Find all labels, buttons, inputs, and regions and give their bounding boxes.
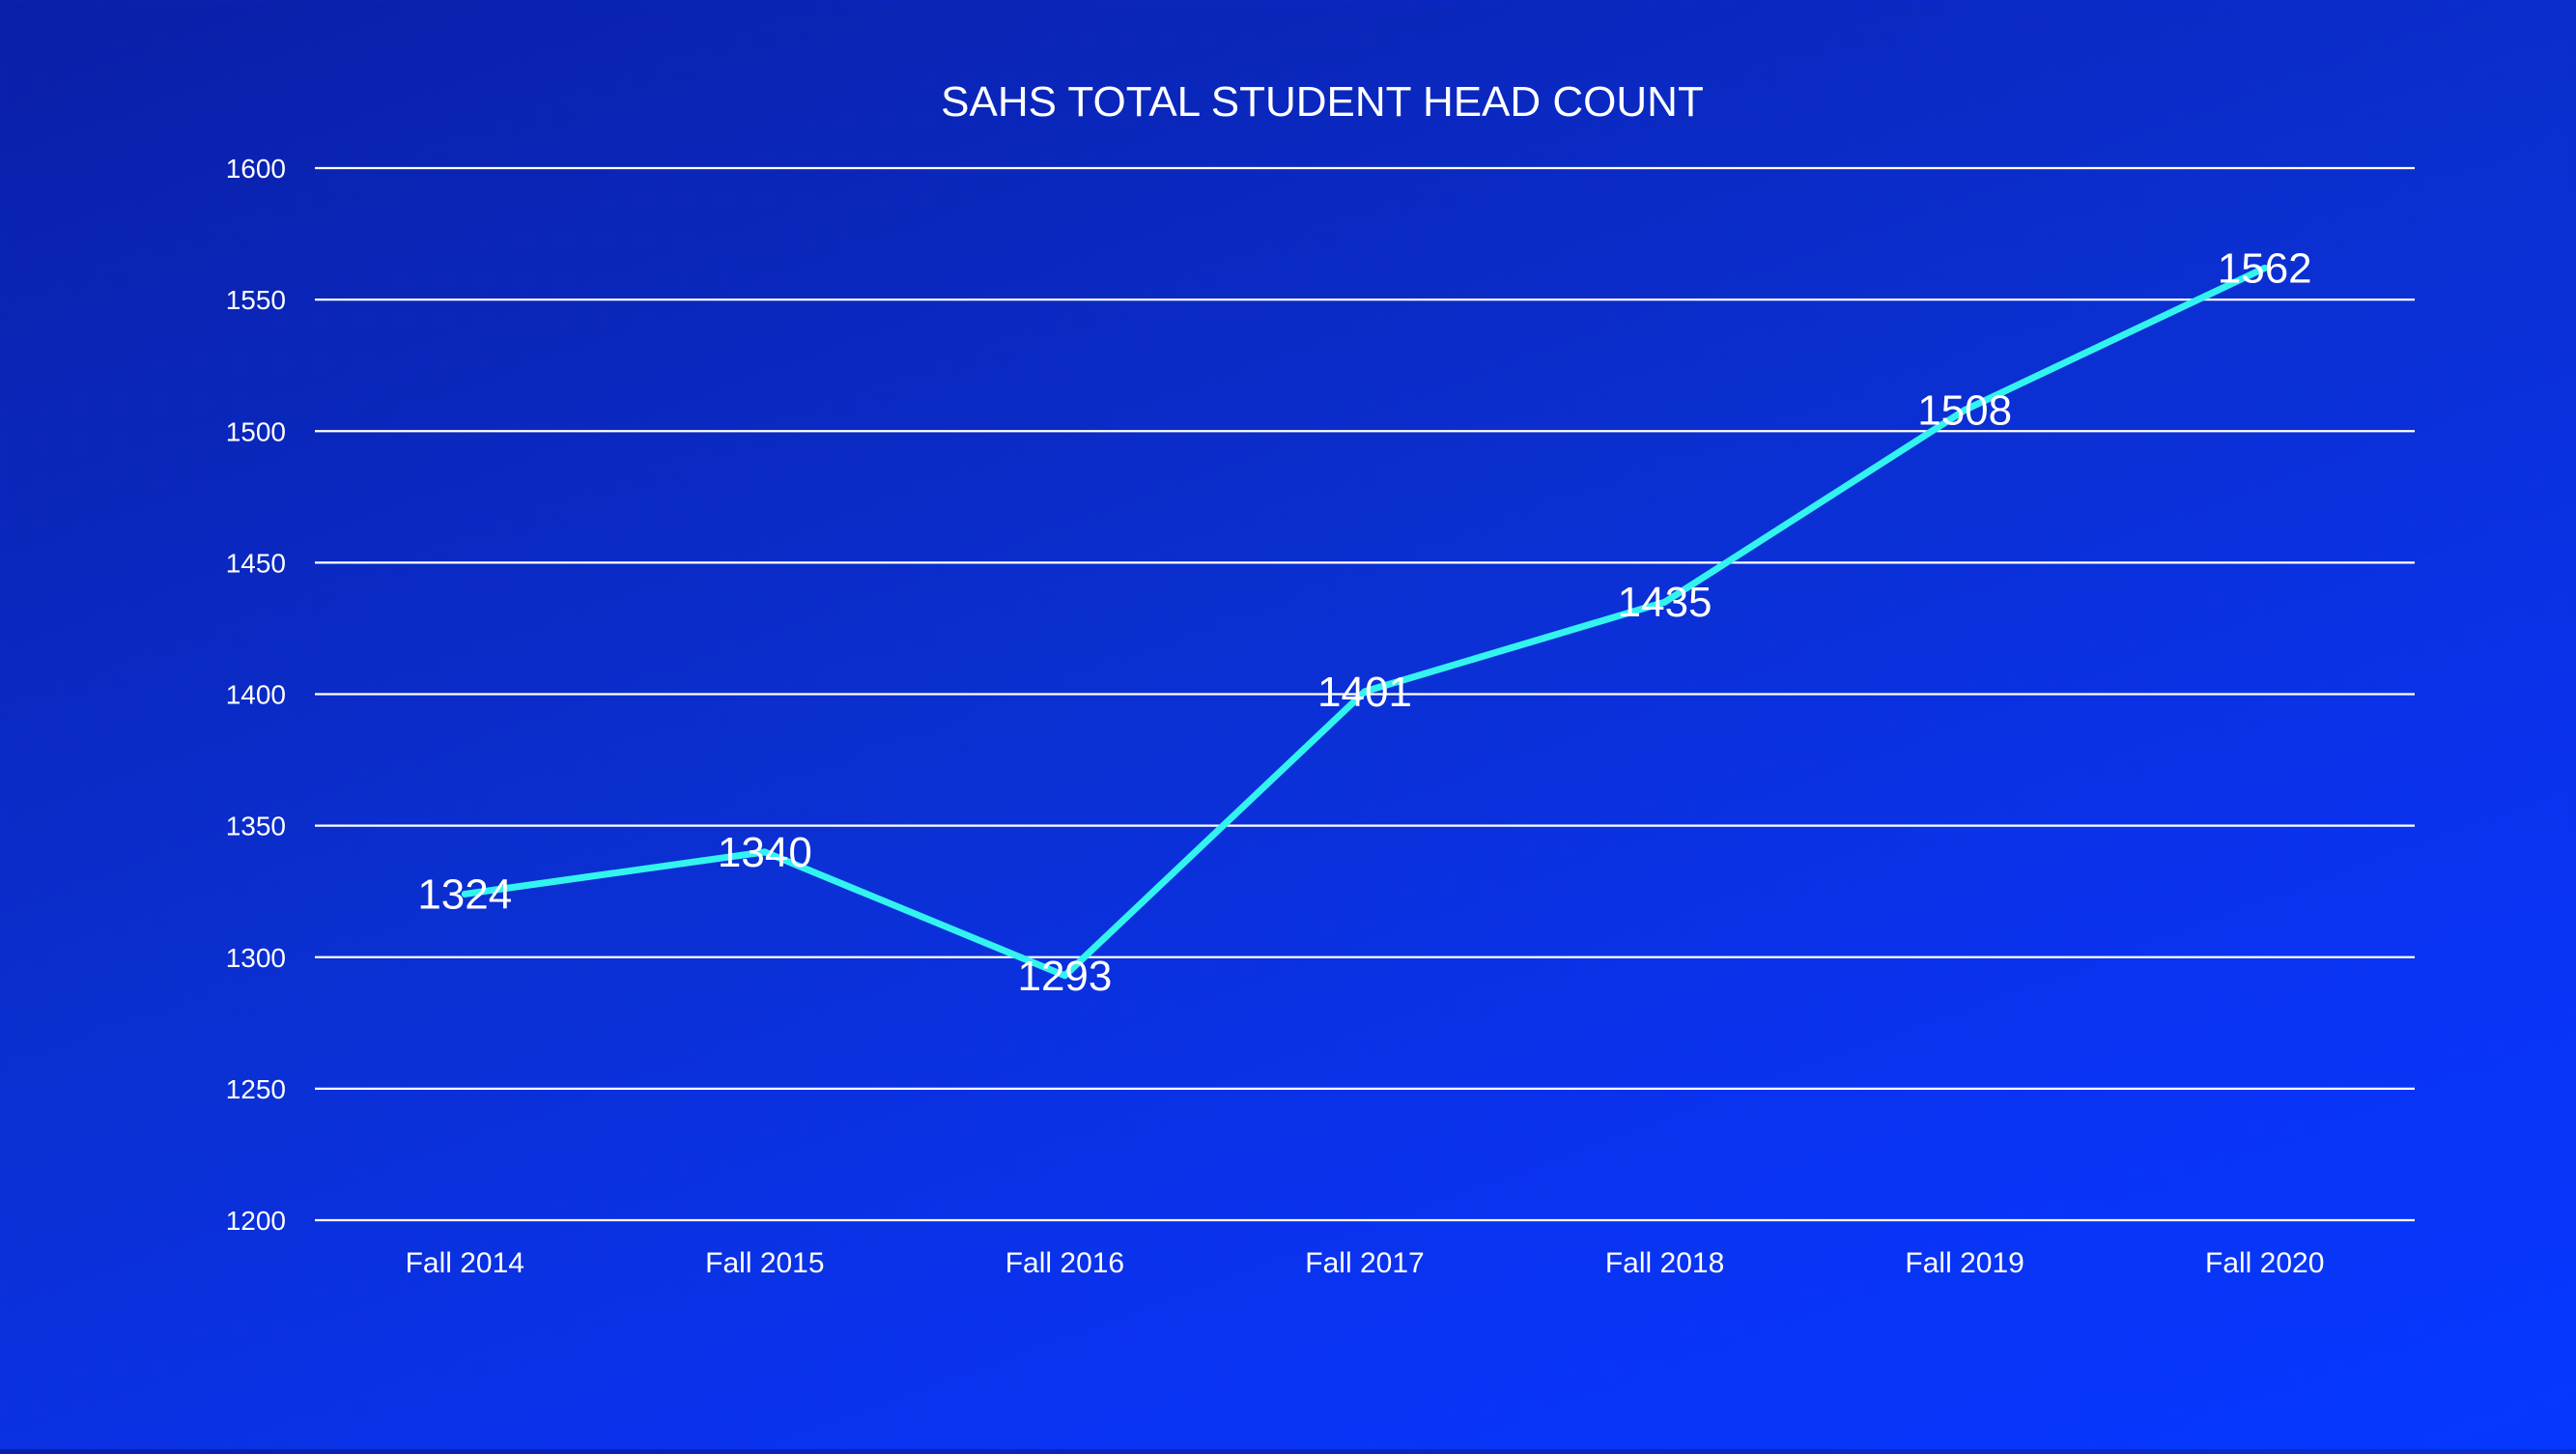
x-tick-label: Fall 2019 [1905, 1247, 2024, 1279]
data-point [2261, 264, 2269, 271]
y-tick-label: 1350 [226, 812, 286, 841]
y-tick-label: 1600 [226, 154, 286, 184]
data-label: 1435 [1618, 579, 1713, 626]
y-tick-label: 1300 [226, 943, 286, 973]
y-tick-label: 1250 [226, 1074, 286, 1104]
data-point [1661, 598, 1669, 606]
x-tick-label: Fall 2018 [1605, 1247, 1724, 1279]
data-point [761, 848, 769, 856]
x-tick-label: Fall 2015 [705, 1247, 824, 1279]
y-axis-ticks: 1200 1250 1300 1350 1400 1450 1500 1550 1600 [226, 154, 286, 1236]
y-tick-label: 1500 [226, 416, 286, 446]
x-tick-label: Fall 2020 [2205, 1247, 2324, 1279]
data-label: 1401 [1317, 669, 1412, 716]
data-label: 1340 [718, 829, 812, 876]
data-point [1061, 972, 1068, 980]
y-tick-label: 1550 [226, 285, 286, 315]
chart-title: SAHS TOTAL STUDENT HEAD COUNT [941, 78, 1704, 126]
data-point [1961, 406, 1968, 413]
data-label: 1562 [2218, 244, 2312, 292]
y-tick-label: 1450 [226, 548, 286, 578]
data-label: 1293 [1017, 953, 1112, 1000]
data-point [461, 890, 468, 898]
x-tick-label: Fall 2017 [1305, 1247, 1424, 1279]
y-tick-label: 1200 [226, 1206, 286, 1236]
data-label: 1508 [1917, 386, 2012, 434]
data-labels: 1324 1340 1293 1401 1435 1508 1562 [417, 244, 2311, 999]
x-axis-ticks: Fall 2014 Fall 2015 Fall 2016 Fall 2017 Fall… [406, 1247, 2325, 1279]
y-tick-label: 1400 [226, 680, 286, 710]
x-tick-label: Fall 2014 [406, 1247, 524, 1279]
data-point [1361, 688, 1369, 696]
series-layer [461, 264, 2269, 980]
data-label: 1324 [417, 870, 512, 918]
x-tick-label: Fall 2016 [1005, 1247, 1124, 1279]
